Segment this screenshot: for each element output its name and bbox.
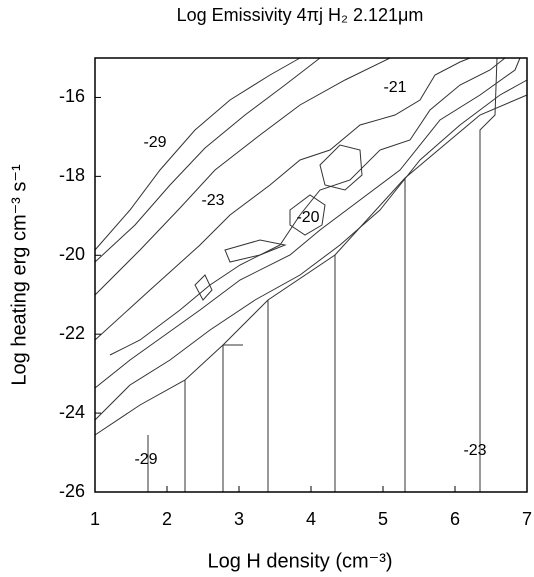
y-tick-label: -16 [59,86,85,106]
contour-line [94,57,471,341]
y-tick-label: -26 [59,481,85,501]
x-axis-label: Log H density (cm⁻³) [207,550,392,572]
contour-line [147,57,498,492]
y-tick-label: -24 [59,402,85,422]
x-tick-label: 7 [522,509,532,529]
contour-label: -21 [383,79,406,96]
y-tick-label: -18 [59,165,85,185]
contour-line [289,194,326,236]
contour-label: -29 [143,134,166,151]
y-tick-label: -20 [59,244,85,264]
contour-line [109,57,506,356]
contour-line [94,57,301,251]
y-tick-label: -22 [59,323,85,343]
contour-line [94,57,391,296]
contour-line [94,79,528,421]
contour-line [94,57,321,263]
x-tick-label: 4 [306,509,316,529]
contour-line [319,144,363,191]
contour-label: -20 [296,209,319,226]
contour-line [224,239,287,263]
x-tick-label: 2 [162,509,172,529]
contour-label: -23 [463,442,486,459]
contour-line [194,274,213,301]
y-axis-label: Log heating erg cm⁻³ s⁻¹ [8,164,30,386]
contour-label: -23 [201,192,224,209]
x-tick-label: 5 [378,509,388,529]
contour-label: -29 [134,451,157,468]
contour-line [94,57,521,389]
contours [94,57,528,492]
chart-title: Log Emissivity 4πj H₂ 2.121μm [177,5,424,25]
x-tick-label: 3 [234,509,244,529]
x-tick-label: 6 [450,509,460,529]
x-tick-label: 1 [90,509,100,529]
